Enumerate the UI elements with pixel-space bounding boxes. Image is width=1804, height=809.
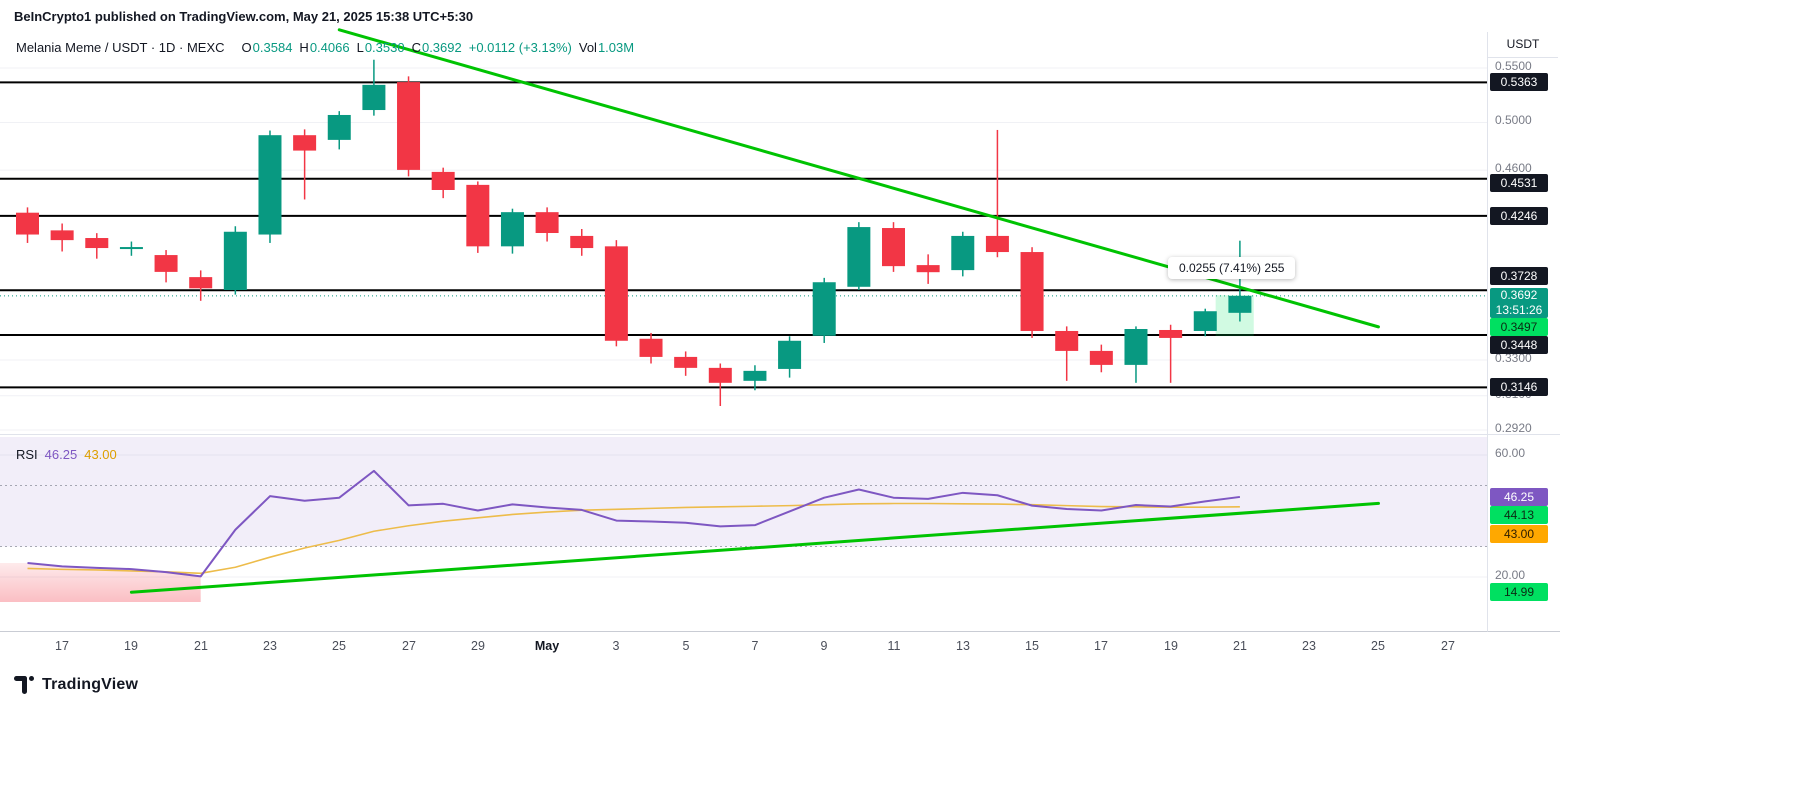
price-axis-label: 0.3300: [1495, 351, 1532, 365]
time-axis-label: 27: [402, 639, 416, 653]
price-level-badge: 0.3728: [1490, 267, 1548, 285]
time-axis-label: 7: [751, 639, 759, 653]
price-axis-label: 0.5000: [1495, 113, 1532, 127]
rsi-legend: RSI 46.25 43.00: [16, 447, 117, 462]
price-level-badge: 0.4246: [1490, 207, 1548, 225]
rsi-ma-value: 43.00: [84, 447, 117, 462]
price-level-badge: 0.4531: [1490, 174, 1548, 192]
open-label: O: [241, 40, 252, 55]
price-axis-label: 0.2920: [1495, 421, 1532, 435]
time-axis-label: 17: [55, 639, 69, 653]
price-level-badge: 0.3448: [1490, 336, 1548, 354]
volume-value: 1.03M: [597, 40, 635, 55]
change-value: +0.0112 (+3.13%): [468, 40, 572, 55]
rsi-axis-label: 60.00: [1495, 446, 1526, 460]
time-axis-label: 3: [612, 639, 620, 653]
price-axis[interactable]: 0.55000.50000.46000.33000.31000.29200.53…: [1488, 0, 1560, 670]
high-label: H: [299, 40, 309, 55]
price-axis-label: 0.5500: [1495, 59, 1532, 73]
tradingview-logo-icon: [14, 676, 34, 694]
current-price-value: 0.3692: [1500, 288, 1538, 302]
time-axis-label: 21: [1233, 639, 1247, 653]
rsi-band: [0, 437, 1487, 547]
time-axis-label: May: [534, 639, 560, 653]
volume-label: Vol: [578, 40, 597, 55]
low-value: 0.3530: [364, 40, 405, 55]
time-axis-label: 5: [682, 639, 690, 653]
high-value: 0.4066: [309, 40, 350, 55]
time-axis-label: 19: [1164, 639, 1178, 653]
symbol-title[interactable]: Melania Meme / USDT · 1D · MEXC: [16, 40, 225, 55]
time-axis-label: 17: [1094, 639, 1108, 653]
rsi-axis-label: 20.00: [1495, 568, 1526, 582]
tradingview-branding[interactable]: TradingView: [14, 676, 138, 694]
time-axis-label: 29: [471, 639, 485, 653]
time-axis[interactable]: 17 19 21 23 25 27 29 May 3 5 7 9 11 13 15 17 19 21 23 25 27: [0, 639, 1487, 663]
low-label: L: [356, 40, 364, 55]
current-price-badge: 0.3692 13:51:26: [1490, 288, 1548, 318]
time-axis-label: 9: [820, 639, 828, 653]
time-axis-label: 25: [332, 639, 346, 653]
rsi-value-badge: 43.00: [1490, 525, 1548, 543]
time-axis-label: 19: [124, 639, 138, 653]
time-axis-label: 13: [956, 639, 970, 653]
rsi-ma-line: [27, 502, 1240, 575]
time-axis-label: 23: [263, 639, 277, 653]
time-axis-label: 27: [1441, 639, 1455, 653]
price-level-badge: 0.3146: [1490, 378, 1548, 396]
symbol-legend: Melania Meme / USDT · 1D · MEXC O0.3584 H0…: [16, 40, 634, 55]
rsi-value-badge: 44.13: [1490, 506, 1548, 524]
time-axis-label: 25: [1371, 639, 1385, 653]
rsi-value: 46.25: [44, 447, 78, 462]
attribution-text: BeInCrypto1 published on TradingView.com…: [14, 9, 474, 24]
close-label: C: [411, 40, 421, 55]
sr-levels[interactable]: [0, 81, 1487, 389]
rsi-value-badge: 14.99: [1490, 583, 1548, 601]
close-value: 0.3692: [421, 40, 462, 55]
bar-countdown: 13:51:26: [1495, 303, 1543, 317]
time-axis-label: 23: [1302, 639, 1316, 653]
price-axis-currency-toggle[interactable]: USDT: [1488, 32, 1558, 58]
candles[interactable]: [16, 59, 1252, 406]
open-value: 0.3584: [252, 40, 293, 55]
time-axis-label: 15: [1025, 639, 1039, 653]
rsi-name[interactable]: RSI: [16, 447, 38, 462]
time-axis-label: 21: [194, 639, 208, 653]
rsi-value-badge: 46.25: [1490, 488, 1548, 506]
rsi-line: [27, 469, 1241, 578]
tradingview-wordmark: TradingView: [42, 676, 139, 693]
price-level-badge: 0.3497: [1490, 318, 1548, 336]
price-axis-label: 0.4600: [1495, 161, 1532, 175]
time-axis-label: 11: [887, 639, 901, 653]
measure-tooltip: 0.0255 (7.41%) 255: [1168, 257, 1296, 279]
price-level-badge: 0.5363: [1490, 73, 1548, 91]
rsi-trendline[interactable]: [129, 501, 1380, 594]
chart-canvas[interactable]: [0, 0, 1560, 670]
